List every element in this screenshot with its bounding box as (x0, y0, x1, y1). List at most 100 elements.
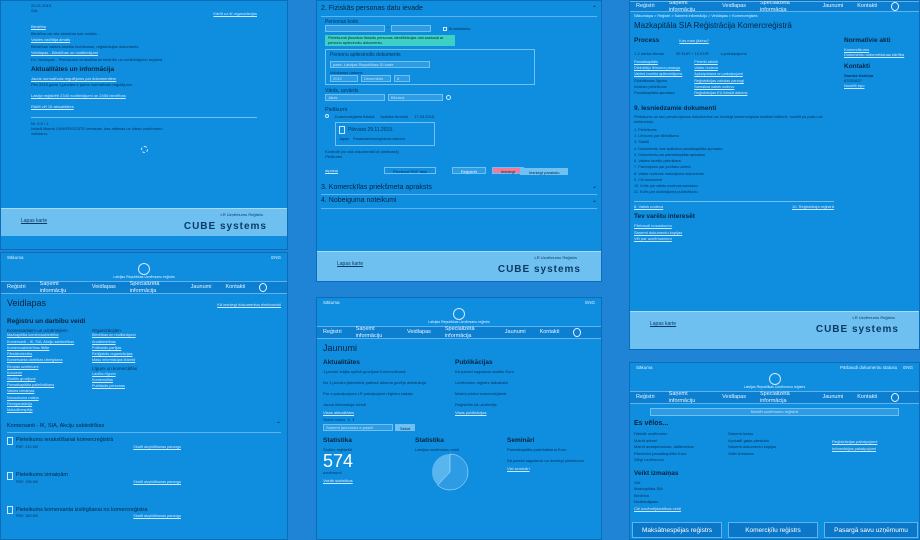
non-resident-checkbox[interactable] (442, 26, 447, 31)
entity-link[interactable]: Biedrība (634, 492, 649, 498)
search-icon[interactable] (446, 94, 451, 100)
form-title[interactable]: Pieteikums komersanta izslēgšanai no kom… (16, 506, 148, 513)
type-link[interactable]: Masu informācijas līdzekļi (92, 358, 136, 363)
pub-item[interactable]: Maziņi prieka komercreģistrā (455, 390, 507, 396)
step2-header[interactable]: 2. Fiziskās personas datu ievade ⌃ (321, 3, 597, 17)
entity-link[interactable]: Mazkapitāla SIA (634, 486, 663, 492)
lang-switch[interactable]: ENG (271, 255, 281, 260)
month-select[interactable]: Decembris (361, 74, 391, 82)
list-item[interactable]: Veidlapas - Biedrības un nodibinājumi (31, 50, 98, 55)
sample-link[interactable]: Skatīt aizpildīšanas paraugu (133, 514, 181, 519)
search-icon[interactable] (259, 283, 267, 293)
day-select[interactable]: 8 (394, 74, 410, 82)
sample-link[interactable]: Skatīt aizpildīšanas paraugu (133, 479, 181, 484)
seminar-item[interactable]: Pamatkapitāla palielināšana Euro (507, 446, 567, 452)
service-link[interactable]: Informācijas pakalpojumi (832, 445, 877, 451)
nav-jaunumi[interactable]: Jaunumi (822, 3, 844, 10)
protect-company-button[interactable]: Pasargā savu uzņēmumu (824, 522, 918, 538)
search-input[interactable]: Meklēt uzņēmumu reģistrā (650, 408, 899, 417)
nav-jaunumi[interactable]: Jaunumi (504, 329, 526, 336)
news-item[interactable]: No 1.janvāra jāiesniedz patiesā labuma g… (323, 379, 426, 385)
nav-specializeta[interactable]: Specializētā informācija (760, 391, 790, 404)
search-icon[interactable] (891, 393, 899, 403)
insolvency-register-button[interactable]: Maksātnespējas reģistrs (632, 522, 722, 538)
next-link[interactable]: 10. Reģistrācija reģistrā (791, 203, 834, 209)
lang-switch[interactable]: ENG (585, 300, 595, 305)
interest-link[interactable]: Saņemt dokumentu kopijas (634, 229, 683, 235)
home-link[interactable]: Sākuma (7, 255, 24, 260)
stats-link[interactable]: Vairāk statistikas (323, 477, 353, 483)
status-check-link[interactable]: Pārbaudi dokumentu statusu (839, 365, 898, 370)
back-link[interactable]: atpakaļ (325, 167, 338, 173)
step4-header[interactable]: 4. Nobeiguma noteikumi ⌄ (321, 195, 597, 210)
register-button[interactable]: Reģistrēt (451, 166, 486, 174)
normative-link[interactable]: Komerclikums (844, 46, 870, 52)
sign-button[interactable]: Iesniegt parakstu (520, 168, 569, 175)
type-link[interactable]: Pamatkapitāla palielināšana (7, 383, 55, 388)
nav-registri[interactable]: Reģistri (636, 3, 655, 10)
all-news-link[interactable]: Visas aktualitātes (323, 409, 355, 415)
form-title[interactable]: Pieteikums izmaiņām (16, 472, 68, 479)
opt1-label[interactable]: Japas (339, 136, 350, 141)
type-link[interactable]: Komercsabiedrības filiāle (7, 345, 50, 350)
normative-link[interactable]: Dokumentu noformēšanas kārtība (844, 51, 905, 57)
action-link[interactable]: Pārveidot pamatkapitālu Euro (634, 450, 687, 456)
subscribe-input[interactable]: Saņemt jaunumus e-pastā (323, 423, 393, 431)
sitemap-link[interactable]: Lapas karte (650, 321, 677, 327)
action-link[interactable]: Veikt izmaiņas (728, 450, 754, 456)
list-item[interactable]: Biedrība (31, 24, 46, 29)
list-item[interactable]: Valsts nodeva (694, 66, 718, 71)
action-link[interactable]: Slēgt uzņēmumu (634, 457, 665, 463)
nav-kontakti[interactable]: Kontakti (539, 329, 560, 336)
seminar-item[interactable]: Kā pareizi sagatavot un iesniegt pieteik… (507, 457, 585, 463)
list-item[interactable]: Reģistrācijas valodas paraugi (694, 78, 744, 83)
nav-kontakti[interactable]: Kontakti (857, 394, 878, 401)
subscribe-button[interactable]: Sekot (395, 423, 416, 431)
interest-link[interactable]: Pārbaudi nosaukumu (634, 223, 672, 229)
type-link[interactable]: Eiropas uzņēmumi (7, 364, 39, 369)
list-item[interactable]: Valdes vadītāja amats (31, 37, 71, 42)
radio-apply-row[interactable]: Pielikums (325, 154, 593, 159)
all-seminars-link[interactable]: Visi semināri (507, 465, 530, 471)
help-link[interactable]: Kā iesniegt dokumentus elektroniski (217, 302, 281, 308)
list-item[interactable]: Reģistrācijas EU fiziskā datums (694, 91, 748, 96)
pub-item[interactable]: Kā pareizi sagatavot statūtu Euro (455, 368, 514, 374)
all-pubs-link[interactable]: Visas publikācijas (455, 409, 487, 415)
sample-link[interactable]: Skatīt aizpildīšanas paraugu (133, 444, 181, 449)
nav-specializeta[interactable]: Specializētā informācija (444, 326, 475, 339)
home-link[interactable]: Sākuma (636, 365, 653, 370)
type-link[interactable]: Laulību līgumi (92, 371, 116, 376)
personal-code-input-2[interactable] (390, 25, 431, 32)
sitemap-link[interactable]: Lapas karte (21, 218, 48, 224)
entity-link[interactable]: Nodibinājums (634, 499, 659, 505)
nav-specializeta[interactable]: Specializētā informācija (760, 0, 790, 13)
type-link[interactable]: Mazkapitāla komercsabiedrība (7, 333, 59, 338)
pub-item[interactable]: Uzņēmumu reģistrs laikrakstā (455, 379, 508, 385)
list-item[interactable]: Pieteikt atbildi (694, 59, 718, 64)
nav-sanemt[interactable]: Saņemt informāciju (39, 281, 67, 294)
facebook-icon[interactable]: f (352, 416, 354, 422)
list-item[interactable]: Pamatkapitāls (634, 59, 658, 64)
action-link[interactable]: Mainīt adresi (634, 437, 657, 443)
prev-link[interactable]: 8. Valsts nodeva (634, 203, 664, 209)
action-link[interactable]: Mainīt amatpersonas, dalībniekus (634, 444, 694, 450)
news-item[interactable]: Par e-pakalpojuma LR pakalpojumi reģistr… (323, 390, 413, 396)
action-link[interactable]: Apskatīt gada pārskatu (728, 437, 769, 443)
nav-registri[interactable]: Reģistri (636, 394, 655, 401)
type-link[interactable]: Nosaukuma maiņa (7, 395, 39, 400)
nav-veidlapas[interactable]: Veidlapas (91, 284, 116, 291)
nav-sanemt[interactable]: Saņemt informāciju (668, 0, 696, 13)
more-entities-link[interactable]: Citi uzņēmējdarbības veidi (634, 505, 681, 511)
type-link[interactable]: Publiskās personas (92, 384, 125, 389)
type-link[interactable]: Komersanta darbības izbeigšana (7, 358, 63, 363)
doc-type-select[interactable]: pase, Latvijas Republikas ID karte (330, 60, 430, 68)
type-link[interactable]: Koncerni (7, 370, 22, 375)
surname-input[interactable]: Bērziņš (388, 93, 443, 101)
personal-code-input[interactable] (325, 25, 385, 32)
nav-registri[interactable]: Reģistri (7, 284, 26, 291)
news-item[interactable]: Jauna informācija vietnē (323, 401, 367, 407)
service-link[interactable]: Reģistrācijas pakalpojumi (832, 439, 878, 445)
radio-other-row[interactable]: Kontrolē (ar citā dokumentā kā pielikumā… (325, 149, 593, 154)
accordion-header[interactable]: Komersanti - IK, SIA, Akciju sabiedrības… (7, 420, 281, 433)
list-item[interactable]: Dibinātāju lēmuma paraugs (634, 66, 681, 71)
